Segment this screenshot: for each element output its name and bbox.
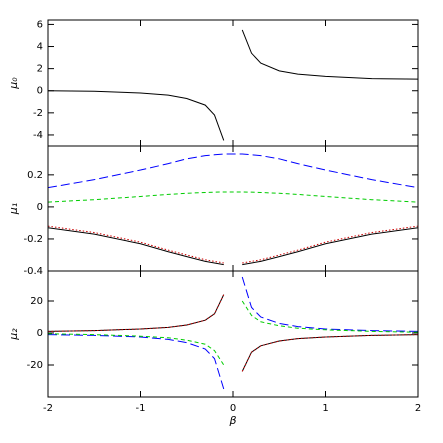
y-tick-label: -2 xyxy=(33,108,43,119)
y-tick-label: -20 xyxy=(27,360,43,371)
y-tick-label: 6 xyxy=(37,19,43,30)
y-tick-label: -0.4 xyxy=(23,266,43,277)
y-tick-label: 0 xyxy=(37,86,43,97)
y-tick-label: 0 xyxy=(37,328,43,339)
data-line xyxy=(48,225,418,264)
y-tick-label: -4 xyxy=(33,130,43,141)
y-tick-label: 20 xyxy=(30,296,43,307)
data-line xyxy=(48,294,418,372)
x-tick-label: -2 xyxy=(43,403,53,414)
y-tick-label: 0.2 xyxy=(27,170,43,181)
x-tick-label: -1 xyxy=(136,403,146,414)
y-axis-label: μ₂ xyxy=(7,328,20,341)
y-tick-label: 4 xyxy=(37,42,43,53)
data-line xyxy=(48,191,418,203)
y-tick-label: 0 xyxy=(37,202,43,213)
x-axis-label: β xyxy=(228,414,236,427)
data-line xyxy=(48,300,418,366)
data-line xyxy=(48,227,418,266)
y-axis-label: μ₀ xyxy=(7,77,20,90)
y-axis-label: μ₁ xyxy=(7,203,20,215)
panel-frame xyxy=(47,145,419,272)
data-line xyxy=(48,276,418,390)
panel-frame xyxy=(47,270,419,398)
x-tick-label: 0 xyxy=(230,403,236,414)
y-tick-label: 2 xyxy=(37,64,43,75)
x-tick-label: 2 xyxy=(415,403,421,414)
data-line xyxy=(48,29,418,141)
data-line xyxy=(48,153,418,189)
data-line xyxy=(48,294,418,372)
panel-frame xyxy=(47,19,419,147)
y-tick-label: -0.2 xyxy=(23,234,43,245)
x-tick-label: 1 xyxy=(322,403,328,414)
